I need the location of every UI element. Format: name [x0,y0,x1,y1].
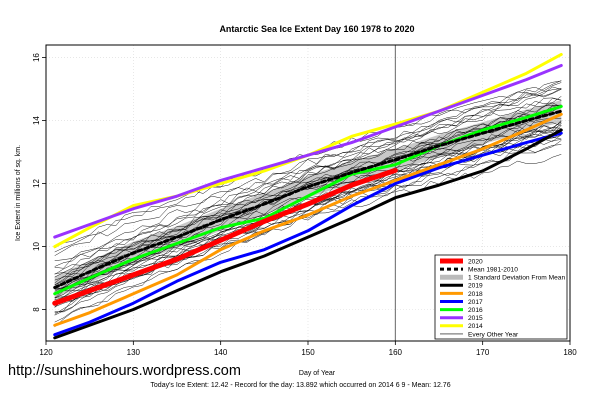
legend-label: 2017 [468,299,483,306]
other-year-line [54,88,562,261]
series-2016 [53,104,563,296]
other-year-line [54,98,562,298]
other-year-line [54,97,562,269]
x-tick-label: 120 [39,348,53,357]
legend-label: 2020 [468,258,483,265]
footer-note: Today's Ice Extent: 12.42 - Record for t… [150,382,451,389]
other-year-line [54,131,562,313]
source-url: http://sunshinehours.wordpress.com [8,363,241,379]
y-tick-label: 10 [32,242,41,251]
y-axis: 8 10 12 14 16 [32,53,46,312]
y-tick-label: 16 [32,53,41,62]
other-year-line [54,96,562,256]
other-year-line [54,80,562,253]
series-2017 [53,131,563,337]
x-axis: 120 130 140 150 160 170 180 [39,341,577,357]
other-year-line [54,136,562,323]
legend-label: 2019 [468,283,483,290]
chart-title: Antarctic Sea Ice Extent Day 160 1978 to… [219,24,414,34]
legend-label: 2015 [468,315,483,322]
legend-label: 2018 [468,291,483,298]
x-tick-label: 180 [563,348,577,357]
other-year-line [54,88,562,284]
other-year-line [54,104,562,278]
other-year-line [54,144,562,304]
legend-label: 2016 [468,307,483,314]
series-layer [52,52,563,340]
y-tick-label: 14 [32,116,41,125]
y-tick-label: 8 [32,307,41,312]
other-year-line [54,80,562,275]
x-tick-label: 170 [476,348,490,357]
y-axis-label: Ice Extent in millions of sq. km. [15,145,22,241]
x-tick-label: 160 [389,348,403,357]
series-mean-1981-2010 [53,109,563,289]
other-year-line [54,104,562,267]
x-tick-label: 150 [301,348,315,357]
legend-label: Mean 1981-2010 [468,267,518,274]
series-2019 [53,128,563,340]
x-tick-label: 140 [214,348,228,357]
series-2015 [53,63,563,239]
x-axis-label: Day of Year [299,370,336,377]
y-tick-label: 12 [32,179,41,188]
series-2018 [53,112,563,327]
series-2020 [52,167,398,306]
legend-label: Every Other Year [468,331,519,338]
legend-label: 1 Standard Deviation From Mean [468,275,565,282]
other-year-line [54,88,562,286]
x-tick-label: 130 [127,348,141,357]
legend-label: 2014 [468,323,483,330]
